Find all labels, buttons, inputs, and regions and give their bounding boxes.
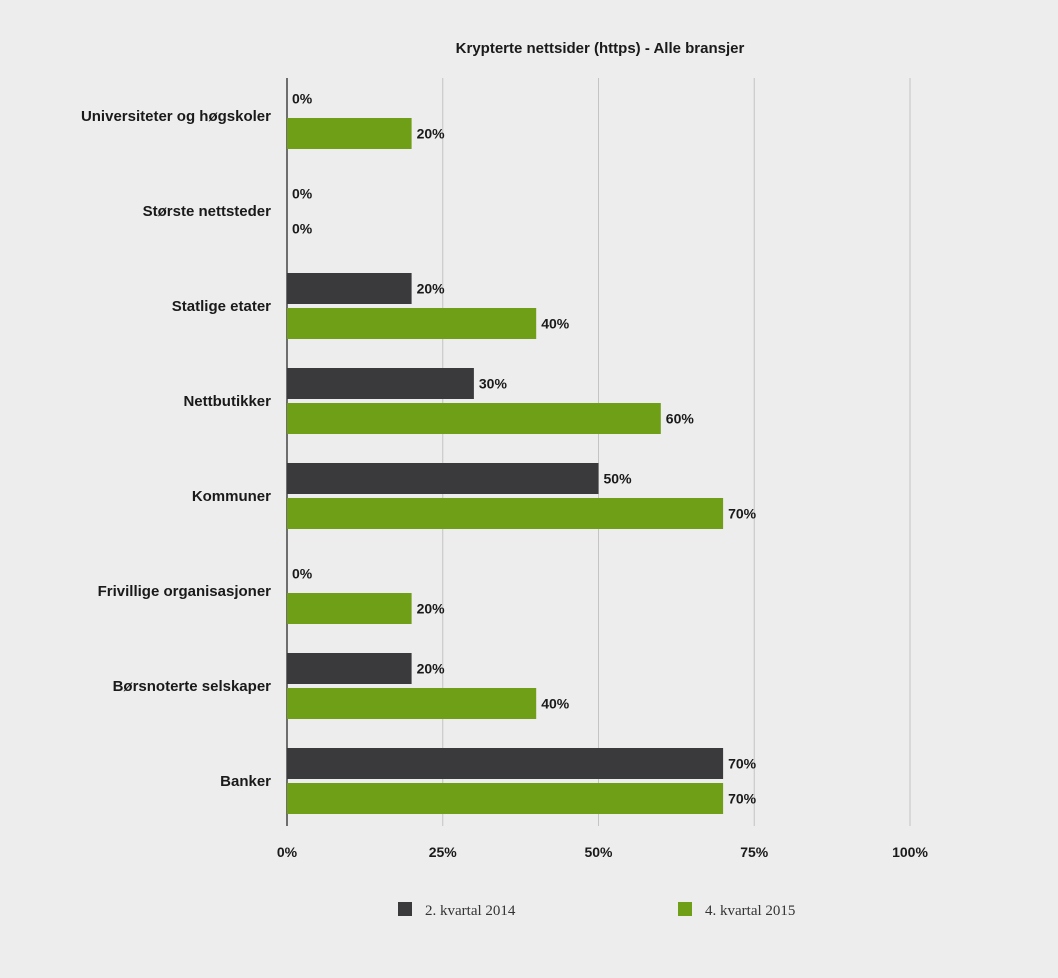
bar-value-label: 20% — [417, 126, 446, 142]
x-tick-label: 0% — [277, 844, 298, 860]
category-label: Banker — [220, 773, 271, 790]
legend-swatch-2014 — [398, 902, 412, 916]
category-label: Børsnoterte selskaper — [113, 678, 272, 695]
bar — [287, 463, 599, 494]
bar-value-label: 20% — [417, 661, 446, 677]
x-tick-label: 75% — [740, 844, 769, 860]
bar-value-label: 40% — [541, 696, 570, 712]
bar-value-label: 40% — [541, 316, 570, 332]
bar-value-label: 50% — [604, 471, 633, 487]
bar-value-label: 60% — [666, 411, 695, 427]
bar-value-label: 70% — [728, 506, 757, 522]
category-label: Kommuner — [192, 488, 271, 505]
bar-value-label: 0% — [292, 186, 313, 202]
bar — [287, 653, 412, 684]
bar — [287, 118, 412, 149]
legend-label-2015: 4. kvartal 2015 — [705, 903, 795, 919]
bar-value-label: 0% — [292, 91, 313, 107]
bar — [287, 688, 537, 719]
bar-value-label: 30% — [479, 376, 508, 392]
x-tick-label: 25% — [429, 844, 458, 860]
chart-title: Krypterte nettsider (https) - Alle brans… — [456, 40, 745, 57]
bar-value-label: 70% — [728, 791, 757, 807]
bar — [287, 308, 537, 339]
bar — [287, 498, 724, 529]
x-tick-label: 100% — [892, 844, 928, 860]
x-tick-label: 50% — [584, 844, 613, 860]
bars-group: 0% 20% 0% 0% 20% 40% 30% 60% 50% 70% 0% 20% 20% 40% 70… — [287, 91, 757, 814]
bar-value-label: 70% — [728, 756, 757, 772]
bar-value-label: 0% — [292, 221, 313, 237]
category-label: Statlige etater — [172, 298, 271, 315]
bar — [287, 593, 412, 624]
bar — [287, 783, 724, 814]
legend-swatch-2015 — [678, 902, 692, 916]
category-label: Nettbutikker — [183, 393, 271, 410]
chart-card: Krypterte nettsider (https) - Alle brans… — [8, 6, 1046, 968]
bar — [287, 368, 474, 399]
legend-label-2014: 2. kvartal 2014 — [425, 903, 516, 919]
x-axis-ticks: 0% 25% 50% 75% 100% — [277, 844, 929, 860]
bar-chart: Krypterte nettsider (https) - Alle brans… — [81, 40, 929, 919]
category-label: Universiteter og høgskoler — [81, 108, 271, 125]
bar-value-label: 0% — [292, 566, 313, 582]
bar-value-label: 20% — [417, 281, 446, 297]
category-label: Frivillige organisasjoner — [98, 583, 272, 600]
legend: 2. kvartal 2014 4. kvartal 2015 — [398, 902, 795, 919]
bar — [287, 273, 412, 304]
bar-value-label: 20% — [417, 601, 446, 617]
bar — [287, 403, 661, 434]
bar — [287, 748, 724, 779]
category-labels: Universiteter og høgskoler Største nettst… — [81, 108, 271, 790]
category-label: Største nettsteder — [143, 203, 272, 220]
